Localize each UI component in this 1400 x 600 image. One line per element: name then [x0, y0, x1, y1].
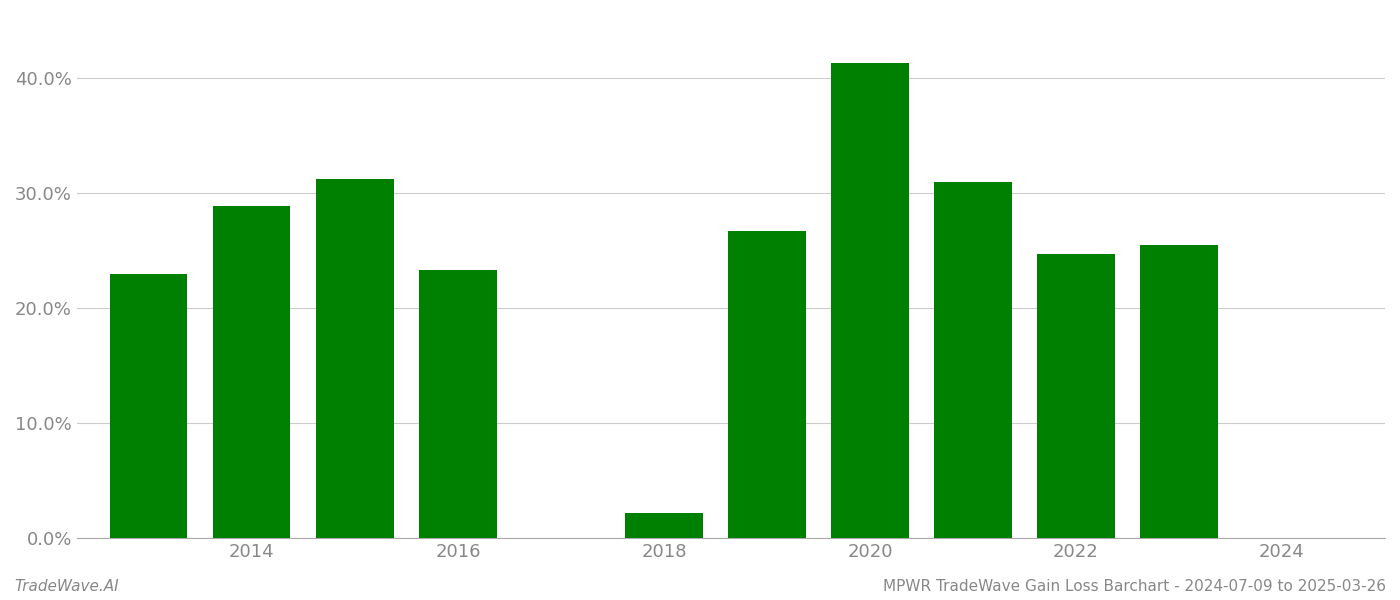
Bar [934, 182, 1012, 538]
Text: MPWR TradeWave Gain Loss Barchart - 2024-07-09 to 2025-03-26: MPWR TradeWave Gain Loss Barchart - 2024… [883, 579, 1386, 594]
Bar [728, 231, 805, 538]
Bar [1141, 245, 1218, 538]
Bar [1037, 254, 1114, 538]
Bar [213, 206, 290, 538]
Bar [419, 270, 497, 538]
Text: TradeWave.AI: TradeWave.AI [14, 579, 119, 594]
Bar [316, 179, 393, 538]
Bar [111, 274, 188, 538]
Bar [832, 63, 909, 538]
Bar [626, 513, 703, 538]
